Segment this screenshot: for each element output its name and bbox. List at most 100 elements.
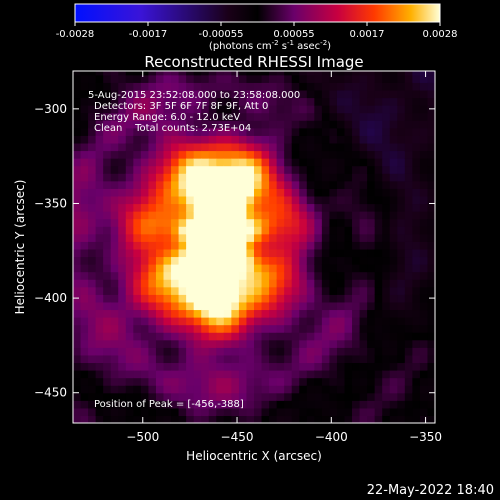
heatmap-cell <box>133 248 142 258</box>
heatmap-cell <box>367 218 376 227</box>
heatmap-cell <box>329 105 338 114</box>
heatmap-cell <box>397 415 406 423</box>
heatmap-cell <box>419 317 429 326</box>
heatmap-cell <box>201 218 210 227</box>
heatmap-cell <box>389 392 398 401</box>
heatmap-cell <box>238 180 248 189</box>
heatmap-cell <box>125 294 134 303</box>
heatmap-cell <box>231 264 240 273</box>
heatmap-cell <box>148 180 157 189</box>
heatmap-cell <box>110 165 119 174</box>
heatmap-cell <box>389 158 398 167</box>
heatmap-cell <box>80 370 89 379</box>
heatmap-cell <box>382 385 391 394</box>
heatmap-cell <box>412 317 421 326</box>
heatmap-cell <box>427 203 435 212</box>
heatmap-cell <box>246 370 255 379</box>
heatmap-cell <box>73 120 82 129</box>
heatmap-cell <box>419 203 429 212</box>
heatmap-cell <box>412 354 421 364</box>
heatmap-cell <box>427 362 435 371</box>
heatmap-cell <box>148 233 157 242</box>
heatmap-cell <box>261 218 270 227</box>
heatmap-cell <box>404 385 413 394</box>
heatmap-cell <box>110 324 119 333</box>
heatmap-cell <box>269 71 278 76</box>
heatmap-cell <box>427 271 435 280</box>
heatmap-cell <box>261 324 270 333</box>
heatmap-cell <box>291 415 300 423</box>
heatmap-cell <box>374 309 383 318</box>
heatmap-cell <box>223 385 232 394</box>
heatmap-cell <box>329 385 338 394</box>
heatmap-cell <box>80 271 89 280</box>
heatmap-cell <box>336 112 346 121</box>
heatmap-cell <box>306 248 315 258</box>
heatmap-cell <box>148 150 157 159</box>
heatmap-cell <box>374 324 383 333</box>
heatmap-cell <box>178 415 187 423</box>
heatmap-cell <box>148 248 157 258</box>
heatmap-cell <box>269 105 278 114</box>
heatmap-cell <box>404 241 413 250</box>
heatmap-cell <box>389 400 398 409</box>
heatmap-cell <box>367 362 376 371</box>
heatmap-cell <box>155 271 165 280</box>
heatmap-cell <box>314 317 323 326</box>
heatmap-cell <box>321 203 331 212</box>
heatmap-cell <box>329 362 338 371</box>
heatmap-cell <box>103 264 112 273</box>
heatmap-cell <box>306 354 315 364</box>
heatmap-cell <box>163 82 172 91</box>
heatmap-cell <box>404 248 413 258</box>
heatmap-cell <box>246 188 255 197</box>
heatmap-cell <box>254 233 263 242</box>
heatmap-cell <box>231 271 240 280</box>
heatmap-cell <box>208 248 217 258</box>
heatmap-cell <box>389 105 398 114</box>
heatmap-cell <box>103 407 112 417</box>
heatmap-cell <box>382 294 391 303</box>
heatmap-cell <box>352 407 361 417</box>
heatmap-cell <box>201 332 210 341</box>
heatmap-cell <box>404 120 413 129</box>
heatmap-cell <box>276 71 285 76</box>
heatmap-cell <box>88 173 97 182</box>
heatmap-cell <box>163 180 172 189</box>
heatmap-cell <box>404 188 413 197</box>
heatmap-cell <box>186 97 195 106</box>
heatmap-cell <box>238 370 248 379</box>
heatmap-cell <box>374 142 383 152</box>
heatmap-cell <box>419 279 429 288</box>
heatmap-cell <box>140 112 150 121</box>
heatmap-cell <box>359 150 368 159</box>
heatmap-cell <box>223 339 232 348</box>
heatmap-cell <box>254 150 263 159</box>
heatmap-cell <box>125 407 134 417</box>
heatmap-cell <box>125 150 134 159</box>
heatmap-cell <box>88 385 97 394</box>
heatmap-cell <box>389 385 398 394</box>
heatmap-cell <box>261 294 270 303</box>
heatmap-cell <box>118 264 127 273</box>
heatmap-cell <box>261 180 270 189</box>
heatmap-cell <box>201 120 210 129</box>
heatmap-cell <box>389 347 398 356</box>
heatmap-cell <box>208 279 217 288</box>
heatmap-cell <box>223 180 232 189</box>
heatmap-cell <box>208 211 217 220</box>
heatmap-cell <box>148 120 157 129</box>
heatmap-cell <box>246 112 255 121</box>
heatmap-cell <box>374 135 383 144</box>
heatmap-cell <box>299 286 308 295</box>
heatmap-cell <box>382 97 391 106</box>
heatmap-cell <box>186 142 195 152</box>
heatmap-cell <box>186 112 195 121</box>
heatmap-cell <box>261 354 270 364</box>
heatmap-cell <box>163 203 172 212</box>
heatmap-cell <box>367 127 376 136</box>
heatmap-cell <box>374 120 383 129</box>
heatmap-cell <box>299 127 308 136</box>
heatmap-cell <box>291 400 300 409</box>
heatmap-cell <box>208 195 217 205</box>
